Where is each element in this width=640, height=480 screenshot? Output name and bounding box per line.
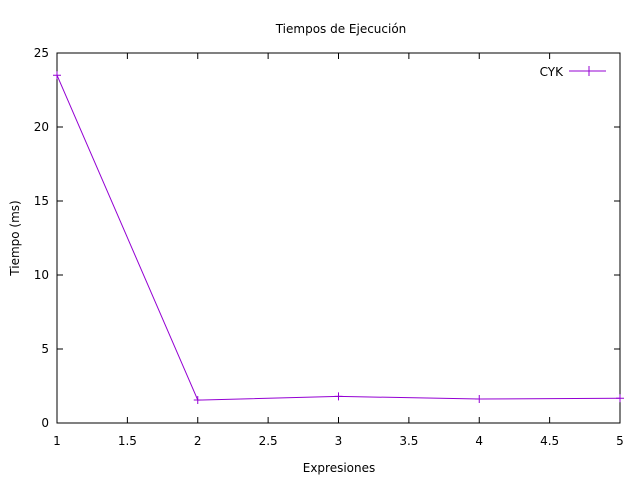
series-layer bbox=[53, 71, 624, 405]
y-tick-label: 10 bbox=[34, 268, 49, 282]
x-tick-label: 3 bbox=[335, 434, 343, 448]
x-tick-label: 2 bbox=[194, 434, 202, 448]
y-axis-label: Tiempo (ms) bbox=[8, 200, 22, 276]
y-tick-label: 20 bbox=[34, 120, 49, 134]
legend: CYK bbox=[540, 65, 606, 79]
data-point-marker bbox=[475, 395, 484, 404]
y-tick-label: 15 bbox=[34, 194, 49, 208]
x-tick-label: 4.5 bbox=[540, 434, 559, 448]
x-tick-label: 1.5 bbox=[118, 434, 137, 448]
x-tick-label: 3.5 bbox=[399, 434, 418, 448]
legend-label-cyk: CYK bbox=[540, 65, 564, 79]
x-tick-label: 4 bbox=[475, 434, 483, 448]
y-axis-ticks: 0 5 10 15 20 25 bbox=[34, 46, 620, 430]
y-tick-label: 0 bbox=[41, 416, 49, 430]
legend-marker-cyk bbox=[584, 66, 594, 76]
x-axis-label: Expresiones bbox=[303, 461, 376, 475]
x-tick-label: 1 bbox=[53, 434, 61, 448]
plot-border bbox=[56, 52, 621, 424]
y-tick-label: 5 bbox=[41, 342, 49, 356]
data-point-marker bbox=[53, 71, 61, 80]
x-tick-label: 2.5 bbox=[259, 434, 278, 448]
data-point-marker bbox=[616, 394, 624, 403]
x-tick-label: 5 bbox=[616, 434, 624, 448]
chart-title: Tiempos de Ejecución bbox=[275, 22, 407, 36]
data-point-marker bbox=[334, 392, 343, 401]
data-point-marker bbox=[193, 396, 202, 405]
y-tick-label: 25 bbox=[34, 46, 49, 60]
